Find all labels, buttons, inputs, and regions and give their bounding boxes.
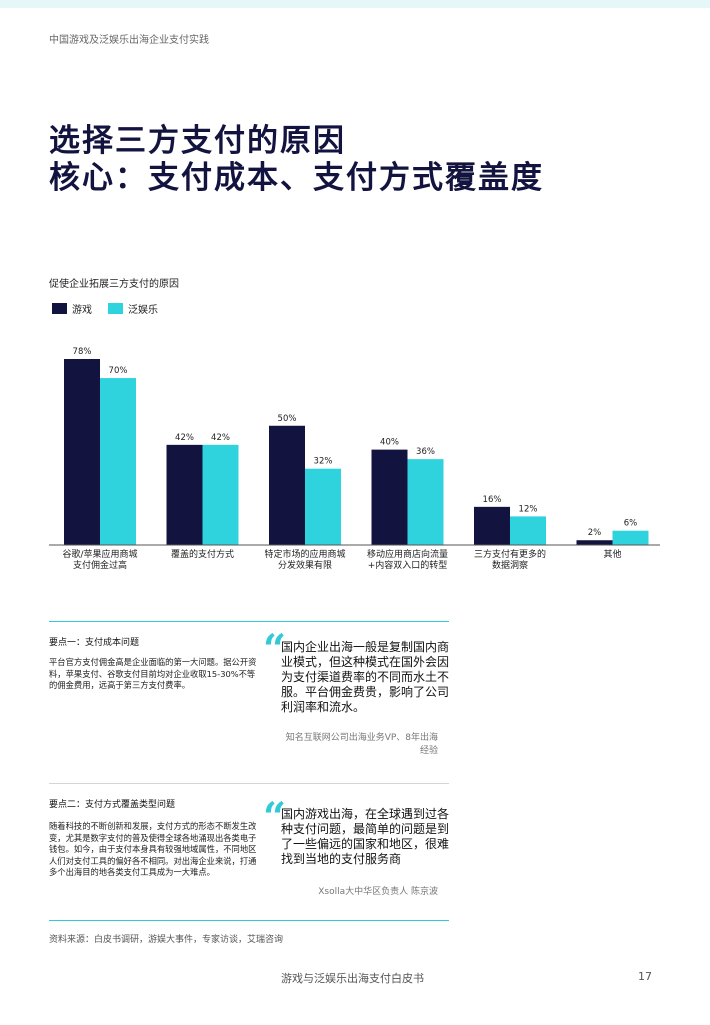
quote-2-source: Xsolla大中华区负责人 陈京波: [318, 887, 438, 897]
bar-entertainment-2: [305, 468, 341, 545]
bar-entertainment-5: [612, 530, 649, 545]
data-label: 42%: [175, 433, 194, 443]
chart-legend: 游戏 泛娱乐: [52, 301, 174, 316]
data-label: 50%: [278, 414, 297, 424]
legend-label-entertainment: 泛娱乐: [128, 305, 158, 316]
bar-entertainment-1: [202, 444, 239, 545]
bar-game-2: [269, 425, 305, 545]
top-accent-band: [0, 0, 710, 8]
quote-2-text: 国内游戏出海，在全球遇到过各种支付问题，最简单的问题是到了一些偏远的国家和地区，…: [281, 807, 450, 866]
data-label: 32%: [314, 457, 333, 467]
data-label: 70%: [109, 366, 128, 376]
quote-1-text: 国内企业出海一般是复制国内商业模式，但这种模式在国外会因为支付渠道费率的不同而水…: [281, 640, 450, 714]
data-label: 78%: [73, 347, 92, 357]
running-header: 中国游戏及泛娱乐出海企业支付实践: [49, 35, 209, 46]
legend-swatch-entertainment: [108, 303, 123, 314]
bar-entertainment-3: [407, 459, 444, 545]
key-point-1-title: 要点一：支付成本问题: [49, 638, 140, 648]
key-point-2-title: 要点二：支付方式覆盖类型问题: [49, 800, 176, 810]
bar-entertainment-0: [100, 378, 136, 545]
footer-title: 游戏与泛娱乐出海支付白皮书: [281, 972, 424, 985]
data-label: 12%: [519, 504, 538, 514]
quote-mark-icon: “: [263, 626, 287, 673]
quote-mark-icon: “: [263, 794, 287, 841]
category-label: 移动应用商店向流量: [367, 548, 448, 560]
category-label: 特定市场的应用商城: [264, 548, 345, 560]
section-divider: [49, 783, 449, 784]
page-subtitle: 核心：支付成本、支付方式覆盖度: [49, 160, 544, 196]
category-label: 谷歌/苹果应用商城: [62, 548, 137, 560]
page-number: 17: [638, 970, 652, 983]
category-label: 数据洞察: [492, 559, 528, 571]
bar-entertainment-4: [510, 516, 546, 545]
data-label: 2%: [588, 528, 602, 538]
data-label: 40%: [380, 438, 399, 448]
category-label: +内容双入口的转型: [368, 559, 448, 571]
category-label: 覆盖的支付方式: [171, 548, 234, 560]
key-point-1-body: 平台官方支付佣金高是企业面临的第一大问题。据公开资料，苹果支付、谷歌支付目前均对…: [49, 657, 257, 690]
key-point-2-body: 随着科技的不断创新和发展，支付方式的形态不断发生改变，尤其是数字支付的普及使得全…: [49, 821, 257, 877]
chart-title: 促使企业拓展三方支付的原因: [49, 279, 179, 290]
data-label: 16%: [483, 495, 502, 505]
data-label: 42%: [211, 433, 230, 443]
legend-swatch-game: [52, 303, 67, 314]
bar-game-1: [166, 444, 203, 545]
data-label: 6%: [624, 519, 638, 529]
category-label: 三方支付有更多的: [474, 548, 546, 560]
legend-item-entertainment: 泛娱乐: [108, 301, 158, 316]
bar-game-5: [576, 540, 613, 545]
category-label: 支付佣金过高: [73, 559, 127, 571]
bar-game-4: [474, 506, 510, 545]
category-label: 分发效果有限: [278, 559, 332, 571]
section-divider: [49, 621, 449, 622]
source-note: 资料来源：白皮书调研，游娱大事件，专家访谈，艾瑞咨询: [49, 935, 284, 945]
section-divider: [49, 920, 449, 921]
bar-game-0: [64, 359, 100, 545]
legend-item-game: 游戏: [52, 301, 92, 316]
bar-game-3: [371, 449, 408, 545]
page-title: 选择三方支付的原因: [49, 123, 346, 159]
legend-label-game: 游戏: [72, 305, 92, 316]
data-label: 36%: [416, 447, 435, 457]
quote-1-source: 知名互联网公司出海业务VP、8年出海经验: [285, 733, 438, 756]
category-label: 其他: [603, 548, 621, 560]
